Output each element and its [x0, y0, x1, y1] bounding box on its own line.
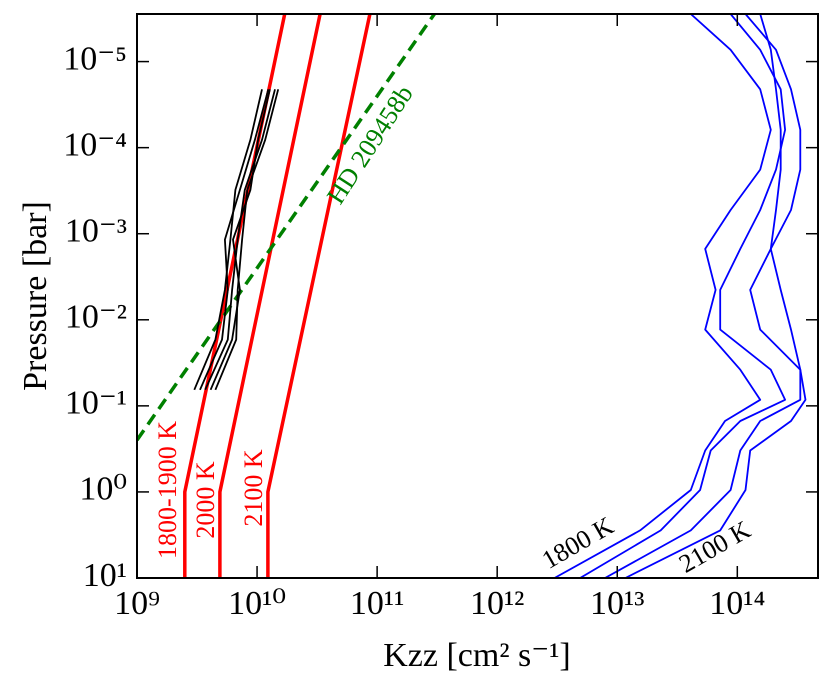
plot-lines	[137, 14, 807, 578]
data-line	[214, 89, 280, 391]
plot-frame	[136, 13, 819, 579]
data-line	[193, 89, 263, 391]
y-tick-label: 10⁻³	[65, 213, 127, 250]
data-line	[209, 89, 271, 391]
x-tick-label: 10¹¹	[350, 585, 404, 622]
x-axis-label: Kzz [cm² s⁻¹]	[383, 637, 570, 674]
annotation: 2100 K	[674, 515, 756, 579]
y-tick-label: 10⁻⁵	[63, 40, 127, 77]
data-line	[204, 89, 276, 391]
data-line	[624, 14, 807, 578]
y-tick-label: 10⁰	[79, 471, 127, 508]
y-tick-label: 10¹	[83, 557, 127, 594]
x-tick-label: 10¹³	[590, 585, 644, 622]
x-tick-label: 10¹²	[470, 585, 524, 622]
y-axis-label: Pressure [bar]	[17, 201, 54, 391]
annotation: 2100 K	[239, 449, 268, 527]
data-line	[199, 89, 270, 391]
annotation: 2000 K	[191, 461, 220, 539]
data-line	[137, 14, 436, 442]
x-tick-label: 10¹⁰	[228, 585, 286, 622]
annotation: HD 209458b	[321, 80, 419, 209]
x-tick-label: 10¹⁴	[709, 585, 765, 622]
data-line	[266, 14, 372, 578]
y-tick-label: 10⁻⁴	[63, 126, 127, 163]
data-line	[554, 14, 772, 578]
data-line	[604, 14, 802, 578]
y-tick-label: 10⁻¹	[65, 385, 127, 422]
x-tick-label: 10⁹	[114, 585, 160, 622]
annotation: 1800-1900 K	[153, 421, 182, 559]
data-line	[579, 14, 786, 578]
data-line	[218, 14, 322, 578]
y-tick-label: 10⁻²	[65, 299, 127, 336]
